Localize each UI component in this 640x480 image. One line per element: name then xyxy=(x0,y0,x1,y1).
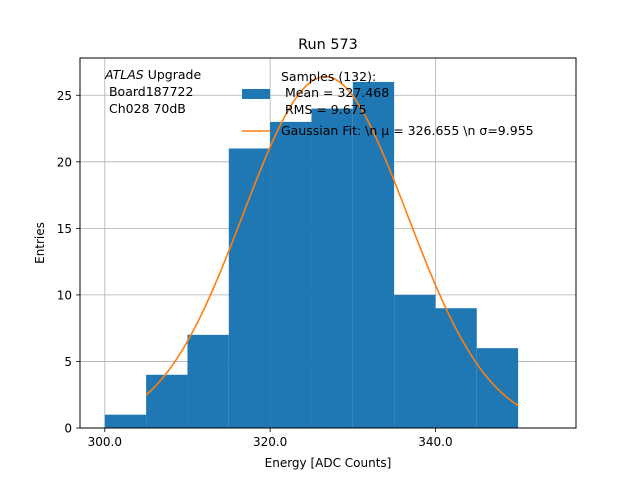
y-axis-label: Entries xyxy=(33,222,47,264)
histogram-bar xyxy=(311,108,353,429)
histogram-bar xyxy=(270,121,312,429)
histogram-bars xyxy=(104,81,519,429)
legend-hist-label-3: RMS = 9.675 xyxy=(281,102,367,117)
annotation-channel: Ch028 70dB xyxy=(105,101,186,116)
x-tick-label: 320.0 xyxy=(253,435,287,449)
x-tick-label: 300.0 xyxy=(88,435,122,449)
y-tick-label: 25 xyxy=(57,89,72,103)
annotation-board: Board187722 xyxy=(105,84,193,99)
legend-hist-label-2: Mean = 327.468 xyxy=(281,85,389,100)
y-tick-label: 5 xyxy=(64,355,72,369)
svg-text:ATLAS Upgrade: ATLAS Upgrade xyxy=(104,67,201,82)
annotation-italic: ATLAS xyxy=(104,67,144,82)
x-tick-label: 340.0 xyxy=(418,435,452,449)
chart-title: Run 573 xyxy=(298,37,358,53)
x-axis-label: Energy [ADC Counts] xyxy=(265,456,392,470)
y-axis-ticks: 0 5 10 15 20 25 xyxy=(57,89,80,436)
legend-hist-label-1: Samples (132): xyxy=(281,69,376,84)
histogram-bar xyxy=(146,374,188,428)
legend-fit-label: Gaussian Fit: \n μ = 326.655 \n σ=9.955 xyxy=(281,123,534,138)
gaussian-fit xyxy=(145,75,519,407)
histogram-bar xyxy=(394,294,436,428)
x-axis-ticks: 300.0 320.0 340.0 xyxy=(88,428,453,449)
histogram-bar xyxy=(228,148,271,428)
legend: Samples (132): Mean = 327.468 RMS = 9.67… xyxy=(242,69,534,138)
histogram-bar xyxy=(187,334,229,428)
y-tick-label: 20 xyxy=(57,155,72,169)
y-tick-label: 10 xyxy=(57,288,72,302)
y-tick-label: 0 xyxy=(64,422,72,436)
legend-hist-swatch xyxy=(242,89,270,99)
gaussian-fit-curve xyxy=(145,75,519,407)
histogram-bar xyxy=(435,308,477,428)
atlas-annotation: ATLAS Upgrade Board187722 Ch028 70dB xyxy=(104,67,201,116)
histogram-bar xyxy=(352,81,395,428)
y-tick-label: 15 xyxy=(57,222,72,236)
annotation-rest: Upgrade xyxy=(144,67,202,82)
histogram-bar xyxy=(104,414,147,428)
plot-frame xyxy=(79,57,577,429)
